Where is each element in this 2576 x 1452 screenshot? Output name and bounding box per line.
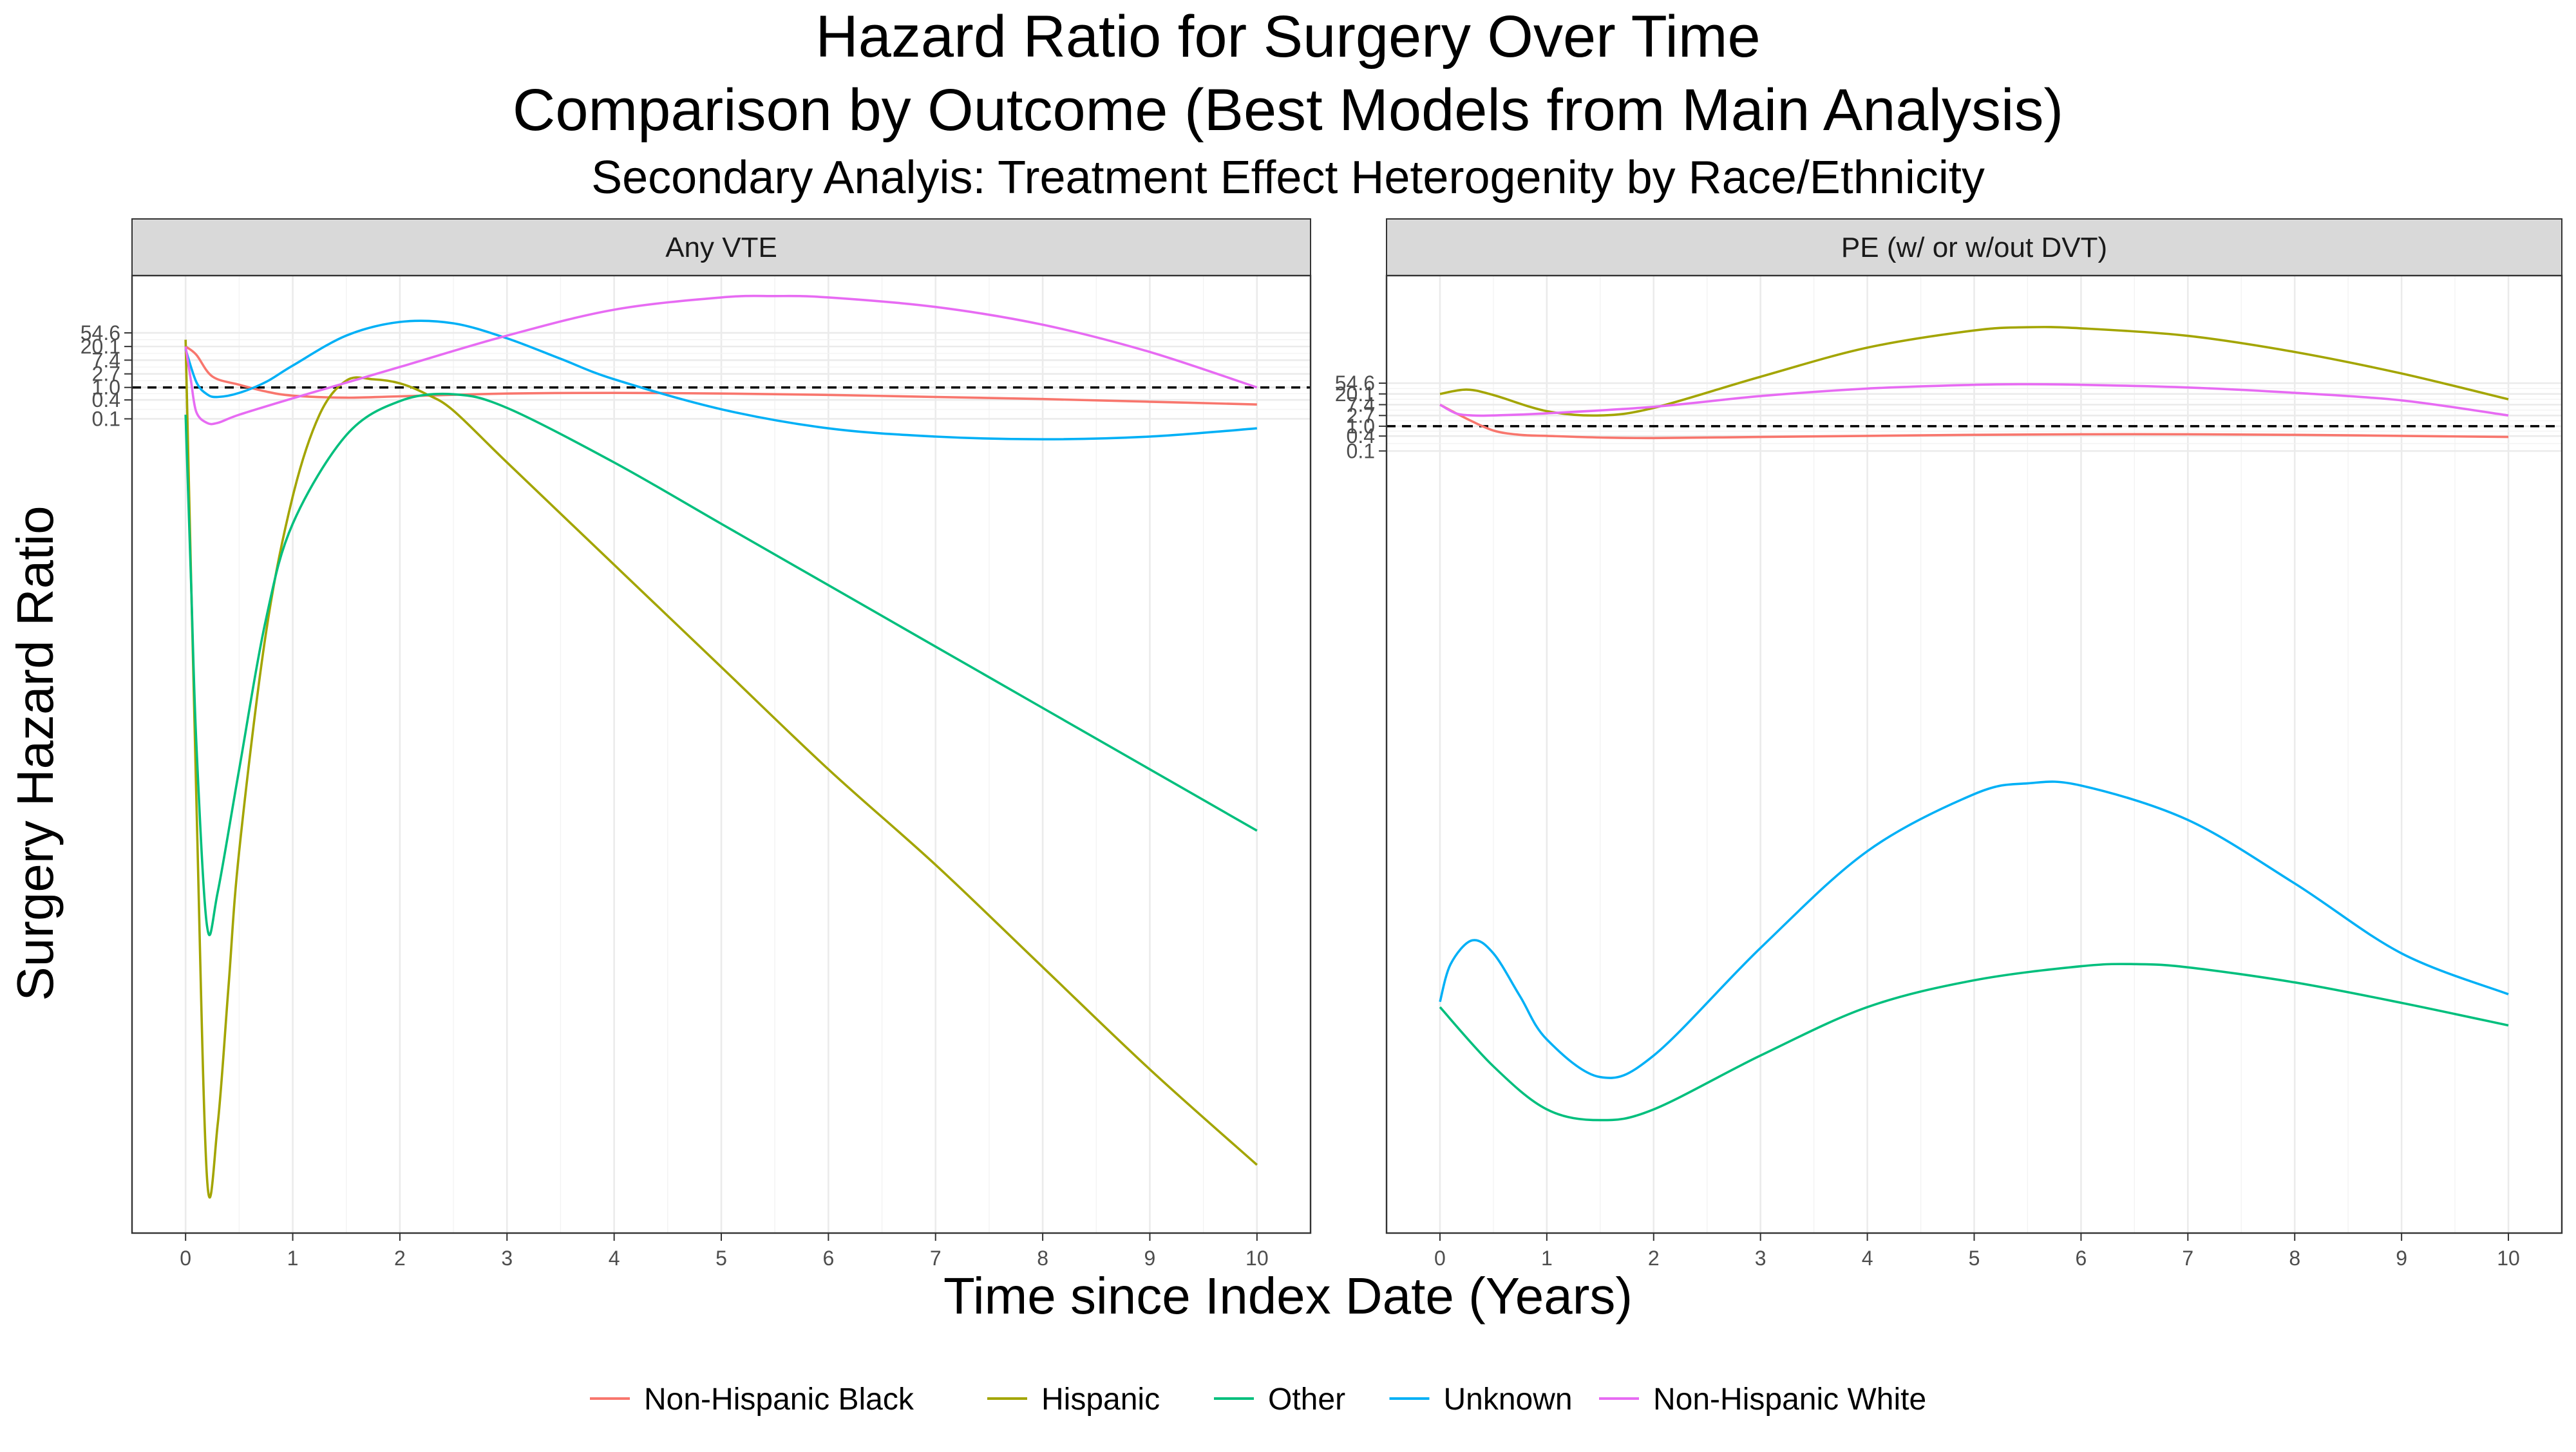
legend-label: Other (1268, 1382, 1345, 1417)
legend-label: Hispanic (1041, 1382, 1160, 1417)
y-tick-label: 2.7 (92, 363, 120, 386)
panel-any-vte: Any VTE 0 1 2 3 4 5 6 7 8 9 10 0.10.41.02.77.420.154… (80, 218, 1312, 1270)
panel-strip-label: Any VTE (665, 232, 777, 263)
series-group (1439, 326, 2509, 1122)
y-tick-label: 1.0 (1347, 415, 1375, 438)
x-tick-label: 2 (394, 1247, 406, 1270)
series-line-other (1439, 963, 2509, 1122)
series-group (184, 294, 1258, 1199)
x-tick-label: 4 (1862, 1247, 1873, 1270)
y-tick-label: 7.4 (92, 348, 120, 372)
x-tick-label: 8 (2289, 1247, 2300, 1270)
legend-label: Unknown (1444, 1382, 1573, 1417)
y-tick-label: 7.4 (1347, 393, 1375, 416)
chart-title: Hazard Ratio for Surgery Over Time (815, 4, 1760, 70)
x-tick-label: 2 (1648, 1247, 1660, 1270)
series-line-non-hispanic-black (185, 345, 1257, 406)
y-tick-label: 54.6 (1335, 372, 1375, 395)
x-tick-label: 5 (715, 1247, 727, 1270)
legend-label: Non-Hispanic Black (644, 1382, 914, 1417)
x-tick-label: 10 (1245, 1247, 1269, 1270)
x-tick-label: 0 (180, 1247, 191, 1270)
x-tick-label: 4 (609, 1247, 620, 1270)
x-tick-label: 6 (822, 1247, 834, 1270)
x-tick-label: 6 (2076, 1247, 2087, 1270)
x-tick-label: 3 (501, 1247, 513, 1270)
series-line-hispanic (184, 339, 1258, 1199)
x-tick-label: 7 (2182, 1247, 2193, 1270)
legend-label: Non-Hispanic White (1653, 1382, 1926, 1417)
legend-item: Non-Hispanic Black (590, 1382, 914, 1417)
x-tick-label: 7 (930, 1247, 942, 1270)
y-tick-label: 0.1 (92, 407, 120, 430)
series-line-unknown (1439, 780, 2509, 1079)
y-tick-label: 54.6 (80, 321, 120, 344)
x-tick-label: 1 (1541, 1247, 1553, 1270)
y-tick-label: 1.0 (92, 376, 120, 399)
y-tick-label: 0.1 (1347, 439, 1375, 462)
legend-item: Non-Hispanic White (1599, 1382, 1926, 1417)
legend-item: Other (1214, 1382, 1345, 1417)
y-tick-label: 20.1 (1335, 382, 1375, 406)
legend-item: Hispanic (987, 1382, 1160, 1417)
x-tick-label: 9 (2396, 1247, 2407, 1270)
x-tick-label: 10 (2497, 1247, 2520, 1270)
chart-title-line-2: Comparison by Outcome (Best Models from … (513, 77, 2063, 143)
y-tick-label: 20.1 (80, 335, 120, 358)
series-line-non-hispanic-white (184, 294, 1258, 426)
series-line-unknown (184, 319, 1257, 440)
y-axis-title: Surgery Hazard Ratio (6, 505, 64, 1001)
x-tick-label: 9 (1144, 1247, 1156, 1270)
panel-strip-label: PE (w/ or w/out DVT) (1841, 232, 2107, 263)
y-tick-label: 0.4 (92, 388, 120, 411)
legend-item: Unknown (1389, 1382, 1573, 1417)
series-line-non-hispanic-black (1439, 403, 2509, 440)
y-tick-label: 0.4 (1347, 424, 1375, 448)
panel-pe: PE (w/ or w/out DVT) 0 1 2 3 4 5 6 7 8 9 10 0.10.41.… (1335, 218, 2563, 1270)
series-line-other (184, 392, 1258, 936)
x-tick-label: 5 (1969, 1247, 1980, 1270)
x-tick-label: 0 (1434, 1247, 1446, 1270)
x-tick-label: 3 (1755, 1247, 1766, 1270)
chart-subtitle: Secondary Analyis: Treatment Effect Hete… (591, 152, 1985, 203)
series-line-non-hispanic-white (1439, 382, 2509, 417)
legend: Non-Hispanic Black Hispanic Other Unknown No… (590, 1382, 1926, 1417)
y-tick-label: 2.7 (1347, 404, 1375, 427)
panel-strip (1386, 218, 2562, 276)
panel-strip (131, 218, 1311, 276)
x-axis-title: Time since Index Date (Years) (943, 1267, 1633, 1325)
x-tick-label: 8 (1037, 1247, 1048, 1270)
series-line-hispanic (1439, 326, 2509, 417)
x-tick-label: 1 (287, 1247, 299, 1270)
